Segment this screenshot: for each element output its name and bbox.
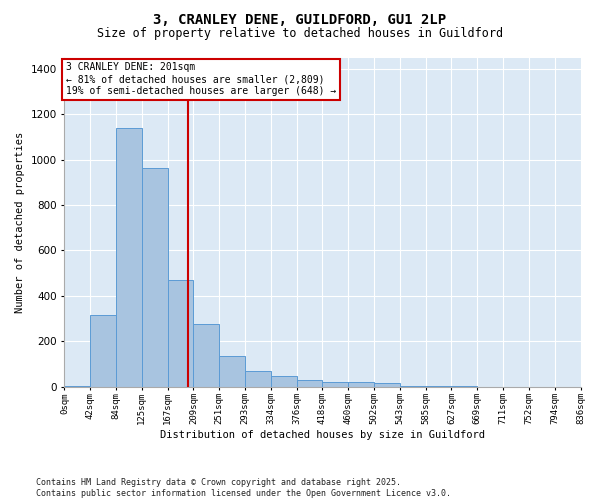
- Bar: [193, 324, 219, 386]
- Bar: [374, 383, 400, 386]
- Bar: [348, 382, 374, 386]
- Y-axis label: Number of detached properties: Number of detached properties: [15, 132, 25, 312]
- Bar: [219, 356, 245, 386]
- Bar: [322, 382, 348, 386]
- Text: 3, CRANLEY DENE, GUILDFORD, GU1 2LP: 3, CRANLEY DENE, GUILDFORD, GU1 2LP: [154, 12, 446, 26]
- Bar: [296, 380, 322, 386]
- Bar: [142, 168, 167, 386]
- Bar: [90, 315, 116, 386]
- Bar: [116, 128, 142, 386]
- Text: Contains HM Land Registry data © Crown copyright and database right 2025.
Contai: Contains HM Land Registry data © Crown c…: [36, 478, 451, 498]
- Bar: [245, 370, 271, 386]
- Bar: [271, 376, 296, 386]
- X-axis label: Distribution of detached houses by size in Guildford: Distribution of detached houses by size …: [160, 430, 485, 440]
- Bar: [167, 280, 193, 386]
- Text: Size of property relative to detached houses in Guildford: Size of property relative to detached ho…: [97, 28, 503, 40]
- Text: 3 CRANLEY DENE: 201sqm
← 81% of detached houses are smaller (2,809)
19% of semi-: 3 CRANLEY DENE: 201sqm ← 81% of detached…: [65, 62, 336, 96]
